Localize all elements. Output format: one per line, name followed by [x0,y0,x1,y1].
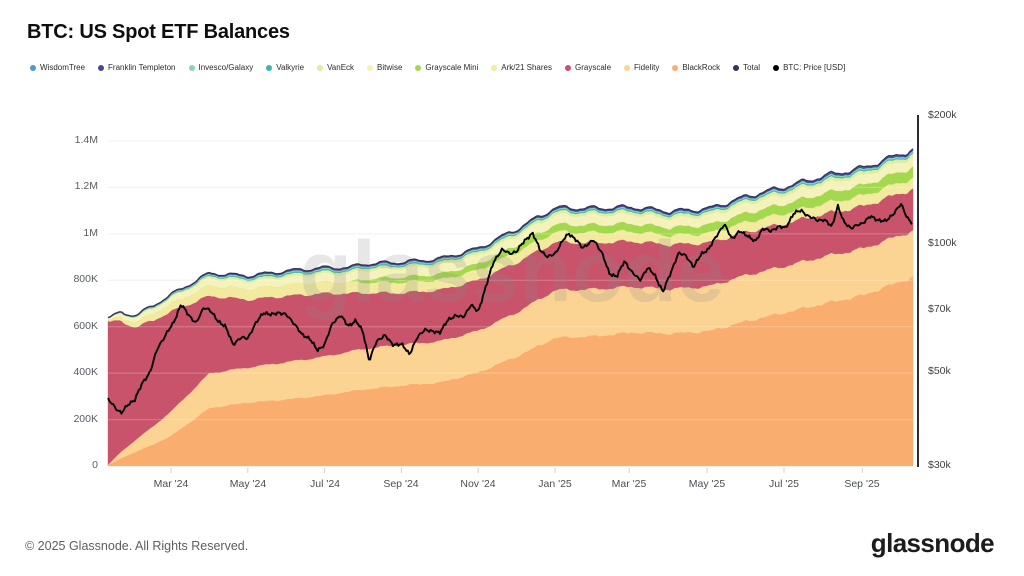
left-axis-tick-label: 200K [73,413,98,425]
legend-item-label: Grayscale Mini [425,63,479,72]
legend-item-ark-21-shares[interactable]: Ark/21 Shares [491,63,552,72]
legend-item-bitwise[interactable]: Bitwise [367,63,402,72]
legend-item-valkyrie[interactable]: Valkyrie [266,63,304,72]
x-axis-tick-label: Sep '24 [383,478,419,490]
legend-item-label: Grayscale [575,63,612,72]
x-axis-tick-label: Jul '25 [768,478,800,490]
copyright-text: © 2025 Glassnode. All Rights Reserved. [25,539,249,553]
legend-dot-icon [672,64,679,71]
legend-item-label: Bitwise [377,63,403,72]
legend-dot-icon [188,64,195,71]
legend-item-grayscale[interactable]: Grayscale [565,63,611,72]
x-axis-tick-label: May '25 [688,478,726,490]
legend-dot-icon [317,64,324,71]
legend-item-blackrock[interactable]: BlackRock [672,63,720,72]
x-axis-tick-label: Jul '24 [309,478,341,490]
legend-dot-icon [491,64,498,71]
legend-dot-icon [415,64,422,71]
x-axis-tick-label: May '24 [229,478,267,490]
x-axis-tick-label: Sep '25 [844,478,880,490]
legend-dot-icon [30,64,36,71]
legend-item-vaneck[interactable]: VanEck [317,63,354,72]
right-axis-tick-label: $30k [928,459,951,471]
x-axis-tick-label: Nov '24 [460,478,496,490]
glassnode-logo: glassnode [870,528,995,558]
legend-item-label: BTC: Price [USD] [783,63,846,72]
legend-item-label: BlackRock [682,63,721,72]
legend-item-total[interactable]: Total [733,63,760,72]
legend-item-grayscale-mini[interactable]: Grayscale Mini [415,63,478,72]
left-axis-tick-label: 800K [73,273,98,285]
x-axis-tick-label: Jan '25 [538,478,572,490]
left-axis-tick-label: 1.2M [74,180,98,192]
left-axis-tick-label: 400K [73,366,98,378]
left-axis-tick-label: 1M [83,227,98,239]
legend-item-franklin-templeton[interactable]: Franklin Templeton [98,63,176,72]
right-axis-tick-label: $100k [928,237,957,249]
x-axis-tick-label: Mar '25 [611,478,647,490]
right-axis-tick-label: $70k [928,303,951,315]
legend-item-label: Fidelity [634,63,660,72]
legend-dot-icon [266,64,273,71]
legend-dot-icon [624,64,631,71]
left-axis-tick-label: 1.4M [74,134,98,146]
legend-dot-icon [367,64,374,71]
legend-item-label: Total [743,63,761,72]
legend-dot-icon [773,64,780,71]
legend: WisdomTree Franklin Templeton Invesco/Gala… [30,63,1004,72]
total-line [107,148,914,319]
legend-dot-icon [733,64,740,71]
right-axis-tick-label: $50k [928,365,951,377]
legend-item-label: Invesco/Galaxy [198,63,254,72]
page-title: BTC: US Spot ETF Balances [27,21,290,43]
legend-item-label: Franklin Templeton [108,63,176,72]
watermark-text: glassnode [299,224,724,320]
legend-item-btc-price-usd-[interactable]: BTC: Price [USD] [773,63,845,72]
legend-item-label: Ark/21 Shares [501,63,552,72]
x-axis-tick-label: Mar '24 [153,478,189,490]
legend-item-fidelity[interactable]: Fidelity [624,63,659,72]
legend-dot-icon [98,64,105,71]
legend-item-label: VanEck [327,63,355,72]
right-axis-tick-label: $200k [928,109,957,121]
legend-item-label: Valkyrie [276,63,305,72]
left-axis-tick-label: 0 [92,459,98,471]
legend-dot-icon [565,64,571,71]
left-axis-tick-label: 600K [73,320,98,332]
btc-price-line [107,202,913,415]
legend-item-label: WisdomTree [40,63,86,72]
legend-item-invesco-galaxy[interactable]: Invesco/Galaxy [188,63,254,72]
legend-item-wisdomtree[interactable]: WisdomTree [30,63,85,72]
